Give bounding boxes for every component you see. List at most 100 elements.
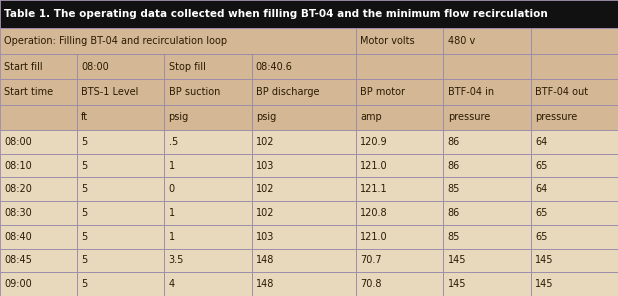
Bar — [0, 201, 77, 225]
Text: 4: 4 — [169, 279, 175, 289]
Bar — [0, 105, 77, 130]
Text: 70.8: 70.8 — [360, 279, 382, 289]
Text: 5: 5 — [81, 208, 88, 218]
Bar — [531, 177, 618, 201]
Text: Start time: Start time — [4, 87, 53, 97]
Bar — [443, 154, 531, 177]
Text: BTF-04 out: BTF-04 out — [535, 87, 588, 97]
Bar — [164, 272, 252, 296]
Text: 120.9: 120.9 — [360, 137, 388, 147]
Bar — [443, 272, 531, 296]
Bar — [531, 28, 618, 54]
Bar — [164, 105, 252, 130]
Text: BTF-04 in: BTF-04 in — [447, 87, 494, 97]
Bar — [356, 79, 443, 105]
Bar — [356, 225, 443, 249]
Bar — [252, 130, 356, 154]
Text: 121.1: 121.1 — [360, 184, 388, 194]
Bar — [443, 28, 531, 54]
Text: BTS-1 Level: BTS-1 Level — [81, 87, 138, 97]
Bar — [252, 177, 356, 201]
Bar — [77, 79, 164, 105]
Bar — [356, 177, 443, 201]
Bar — [443, 54, 531, 79]
Bar — [531, 225, 618, 249]
Bar — [252, 225, 356, 249]
Bar — [164, 54, 252, 79]
Bar — [356, 201, 443, 225]
Text: 1: 1 — [169, 232, 175, 242]
Text: 0: 0 — [169, 184, 175, 194]
Text: psig: psig — [169, 112, 188, 123]
Bar — [443, 177, 531, 201]
Text: 08:45: 08:45 — [4, 255, 32, 266]
Bar — [252, 272, 356, 296]
Bar — [77, 130, 164, 154]
Bar — [77, 154, 164, 177]
Text: Operation: Filling BT-04 and recirculation loop: Operation: Filling BT-04 and recirculati… — [4, 36, 227, 46]
Text: 86: 86 — [447, 160, 460, 170]
Bar — [0, 28, 356, 54]
Text: 148: 148 — [256, 279, 274, 289]
Bar — [356, 105, 443, 130]
Text: 145: 145 — [447, 279, 466, 289]
Bar — [531, 249, 618, 272]
Bar — [0, 130, 77, 154]
Bar — [531, 272, 618, 296]
Bar — [0, 79, 77, 105]
Text: psig: psig — [256, 112, 276, 123]
Text: 86: 86 — [447, 208, 460, 218]
Bar — [531, 54, 618, 79]
Text: 148: 148 — [256, 255, 274, 266]
Bar — [531, 130, 618, 154]
Text: 5: 5 — [81, 255, 88, 266]
Text: pressure: pressure — [535, 112, 577, 123]
Text: Start fill: Start fill — [4, 62, 43, 72]
Text: Table 1. The operating data collected when filling BT-04 and the minimum flow re: Table 1. The operating data collected wh… — [4, 9, 548, 19]
Bar — [77, 272, 164, 296]
Bar — [356, 28, 443, 54]
Bar — [531, 201, 618, 225]
Text: 65: 65 — [535, 160, 548, 170]
Text: 09:00: 09:00 — [4, 279, 32, 289]
Bar — [531, 154, 618, 177]
Text: 65: 65 — [535, 232, 548, 242]
Bar — [443, 79, 531, 105]
Bar — [356, 249, 443, 272]
Text: 08:00: 08:00 — [81, 62, 109, 72]
Text: 70.7: 70.7 — [360, 255, 382, 266]
Text: 121.0: 121.0 — [360, 160, 388, 170]
Bar — [0, 154, 77, 177]
Bar — [77, 249, 164, 272]
Text: 65: 65 — [535, 208, 548, 218]
Text: Stop fill: Stop fill — [169, 62, 205, 72]
Text: 5: 5 — [81, 279, 88, 289]
Text: 102: 102 — [256, 137, 274, 147]
Bar — [252, 54, 356, 79]
Text: BP discharge: BP discharge — [256, 87, 320, 97]
Bar — [77, 177, 164, 201]
Text: 5: 5 — [81, 232, 88, 242]
Text: 86: 86 — [447, 137, 460, 147]
Text: pressure: pressure — [447, 112, 490, 123]
Bar — [164, 201, 252, 225]
Text: 145: 145 — [535, 255, 554, 266]
Bar — [0, 177, 77, 201]
Text: 102: 102 — [256, 208, 274, 218]
Text: 85: 85 — [447, 184, 460, 194]
Text: 1: 1 — [169, 208, 175, 218]
Bar — [77, 105, 164, 130]
Bar — [356, 54, 443, 79]
Text: 5: 5 — [81, 160, 88, 170]
Bar — [252, 201, 356, 225]
Bar — [0, 272, 77, 296]
Text: 103: 103 — [256, 232, 274, 242]
Bar — [164, 130, 252, 154]
Bar — [356, 154, 443, 177]
Text: 145: 145 — [535, 279, 554, 289]
Bar — [531, 79, 618, 105]
Bar — [443, 225, 531, 249]
Text: 08:00: 08:00 — [4, 137, 32, 147]
Bar — [77, 201, 164, 225]
Text: 08:40.6: 08:40.6 — [256, 62, 293, 72]
